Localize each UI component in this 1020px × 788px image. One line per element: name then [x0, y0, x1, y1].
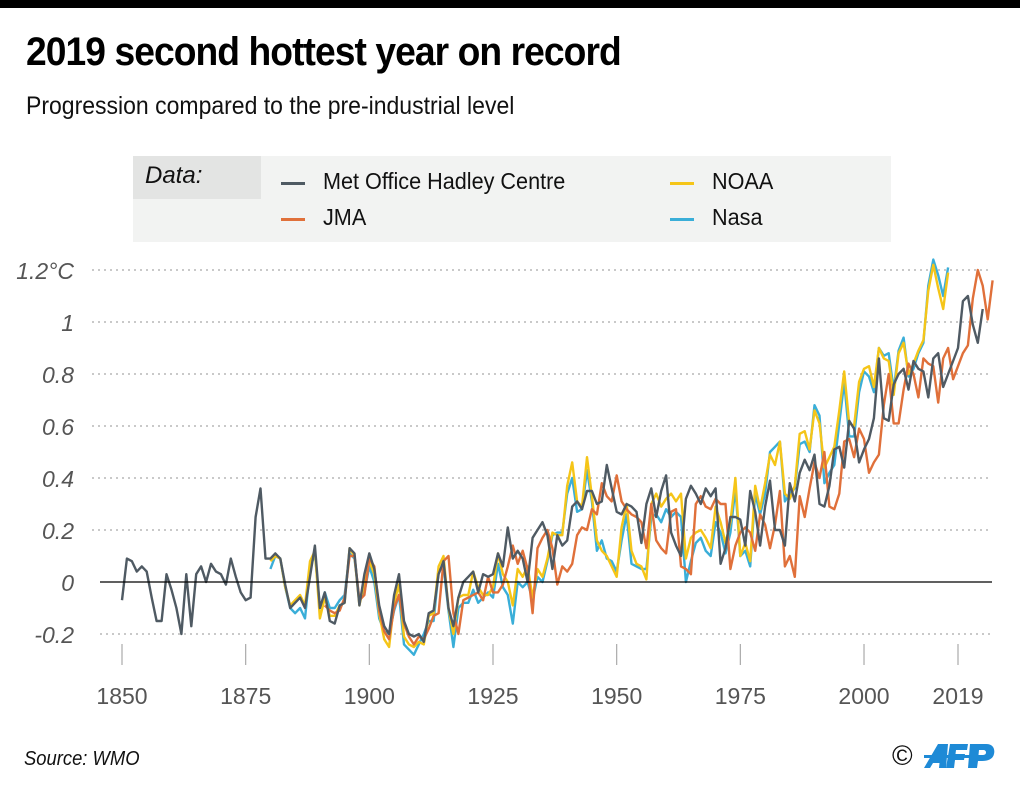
legend-title: Data: — [145, 162, 203, 189]
x-tick-label: 1950 — [591, 683, 642, 709]
legend-label-met-office: Met Office Hadley Centre — [323, 168, 566, 194]
afp-logo — [924, 744, 995, 768]
legend-swatch-noaa — [670, 182, 694, 185]
legend-swatch-jma — [281, 218, 305, 221]
y-tick-label: 1 — [61, 310, 74, 336]
x-tick-label: 2019 — [932, 683, 983, 709]
x-tick-label: 1875 — [220, 683, 271, 709]
series-line-met-office-hadley-centre — [120, 294, 984, 643]
legend-header: Data: — [133, 156, 261, 199]
legend-label-noaa: NOAA — [712, 168, 774, 194]
series-line-noaa — [269, 263, 950, 649]
credit: © — [892, 738, 1002, 778]
x-tick-label: 2000 — [838, 683, 889, 709]
x-tick-label: 1925 — [467, 683, 518, 709]
y-tick-label: 0.4 — [42, 466, 74, 492]
copyright-symbol: © — [892, 740, 913, 771]
y-tick-label: -0.2 — [34, 622, 74, 648]
series-line-jma — [323, 268, 994, 646]
legend: Data: Met Office Hadley Centre JMA NOAA … — [133, 156, 891, 242]
y-tick-label: 0.2 — [42, 518, 74, 544]
legend-label-nasa: Nasa — [712, 204, 763, 230]
y-tick-label: 0.6 — [42, 414, 74, 440]
line-chart: -0.2 0 0.2 0.4 0.6 0.8 1 1.2°C 1850 1875 1900 1925 1… — [16, 258, 994, 709]
legend-swatch-nasa — [670, 218, 694, 221]
y-tick-label: 0.8 — [42, 362, 74, 388]
y-tick-label: 0 — [61, 570, 74, 596]
x-tick-label: 1900 — [344, 683, 395, 709]
page-subtitle: Progression compared to the pre-industri… — [26, 92, 515, 120]
source-note: Source: WMO — [24, 748, 140, 770]
x-tick-label: 1975 — [715, 683, 766, 709]
y-tick-label: 1.2°C — [16, 258, 74, 284]
legend-swatch-met-office — [281, 182, 305, 185]
page-title: 2019 second hottest year on record — [26, 30, 622, 74]
legend-label-jma: JMA — [323, 204, 367, 230]
x-tick-label: 1850 — [96, 683, 147, 709]
top-bar — [0, 0, 1020, 8]
